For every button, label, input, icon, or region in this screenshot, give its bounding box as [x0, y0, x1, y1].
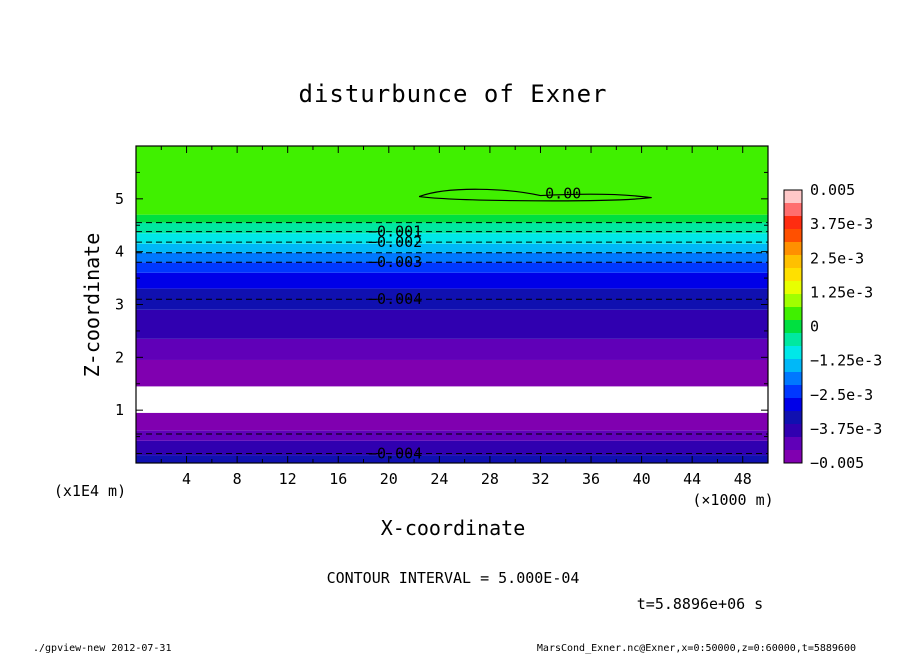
colorbar-label: −0.005	[810, 454, 864, 472]
colorbar-frame	[783, 189, 803, 464]
x-tick-label: 20	[380, 470, 398, 488]
x-tick-label: 12	[279, 470, 297, 488]
colorbar-swatch	[784, 359, 802, 373]
colorbar-swatch	[784, 281, 802, 295]
x-tick-label: 36	[582, 470, 600, 488]
contour-band	[136, 233, 768, 244]
x-tick-label: 32	[531, 470, 549, 488]
contour-band	[136, 243, 768, 253]
contour-fill	[136, 146, 768, 463]
colorbar-swatch	[784, 255, 802, 269]
x-unit-label: (×1000 m)	[692, 491, 773, 509]
colorbar-swatch	[784, 268, 802, 282]
colorbar-swatch	[784, 242, 802, 256]
zero-contour-label: 0.00	[545, 185, 581, 203]
y-axis-label: Z-coordinate	[80, 233, 104, 378]
chart-title: disturbunce of Exner	[299, 80, 608, 108]
contour-label: −0.003	[368, 253, 422, 271]
contour-label: −0.004	[368, 444, 422, 462]
colorbar-label: 0.005	[810, 181, 855, 199]
contour-band	[136, 386, 768, 413]
x-axis-label: X-coordinate	[381, 516, 526, 540]
x-tick-label: 16	[329, 470, 347, 488]
colorbar-swatch	[784, 216, 802, 230]
y-tick-label: 1	[115, 401, 124, 419]
contour-band	[136, 252, 768, 263]
colorbar-labels: 0.005 3.75e-3 2.5e-3 1.25e-3 0 −1.25e-3 −2.5e-…	[810, 181, 882, 472]
footer-left: ./gpview-new 2012-07-31	[33, 643, 171, 654]
colorbar	[783, 189, 803, 464]
colorbar-swatch	[784, 437, 802, 451]
colorbar-label: −2.5e-3	[810, 386, 873, 404]
time-text: t=5.8896e+06 s	[637, 595, 763, 613]
contour-label: −0.001	[368, 223, 422, 241]
x-tick-label: 28	[481, 470, 499, 488]
contour-band	[136, 430, 768, 441]
colorbar-swatch	[784, 372, 802, 386]
contour-band	[136, 359, 768, 387]
x-tick-label: 8	[233, 470, 242, 488]
colorbar-label: −1.25e-3	[810, 352, 882, 370]
colorbar-swatch	[784, 450, 802, 464]
contour-lines: −0.004 −0.004 −0.003 −0.002−0.001 0.00	[136, 185, 768, 462]
contour-band	[136, 412, 768, 431]
colorbar-swatch	[784, 424, 802, 438]
contour-band	[136, 262, 768, 273]
colorbar-swatch	[784, 307, 802, 321]
zero-contour	[418, 188, 652, 202]
contour-band	[136, 272, 768, 289]
contour-band	[136, 440, 768, 456]
colorbar-swatch	[784, 346, 802, 360]
x-tick-label: 4	[182, 470, 191, 488]
contour-band	[136, 338, 768, 360]
y-tick-label: 4	[115, 243, 124, 261]
contour-label: −0.004	[368, 290, 422, 308]
colorbar-swatch	[784, 411, 802, 425]
colorbar-label: 0	[810, 318, 819, 336]
x-tick-label: 40	[633, 470, 651, 488]
contour-band	[136, 146, 768, 215]
x-tick-labels: 4 8 12 16 20 24 28 32 36 40 44 48	[182, 470, 752, 488]
colorbar-swatch	[784, 190, 802, 204]
colorbar-swatch	[784, 229, 802, 243]
colorbar-label: 3.75e-3	[810, 215, 873, 233]
colorbar-label: 2.5e-3	[810, 249, 864, 267]
contour-band	[136, 455, 768, 463]
colorbar-swatch	[784, 320, 802, 334]
x-tick-label: 44	[683, 470, 701, 488]
colorbar-swatch	[784, 294, 802, 308]
contour-band	[136, 214, 768, 223]
colorbar-label: −3.75e-3	[810, 420, 882, 438]
footer-right: MarsCond_Exner.nc@Exner,x=0:50000,z=0:60…	[537, 643, 856, 654]
contour-label: −0.002	[368, 233, 422, 251]
colorbar-label: 1.25e-3	[810, 283, 873, 301]
contour-interval-text: CONTOUR INTERVAL = 5.000E-04	[327, 569, 580, 587]
x-tick-label: 24	[430, 470, 448, 488]
y-tick-label: 2	[115, 348, 124, 366]
contour-band	[136, 309, 768, 339]
axis-ticks	[136, 146, 768, 463]
y-tick-labels: 1 2 3 4 5	[115, 190, 124, 419]
y-tick-label: 3	[115, 296, 124, 314]
x-tick-label: 48	[734, 470, 752, 488]
colorbar-swatch	[784, 203, 802, 217]
contour-band	[136, 222, 768, 234]
colorbar-swatch	[784, 398, 802, 412]
colorbar-swatch	[784, 385, 802, 399]
y-tick-label: 5	[115, 190, 124, 208]
colorbar-swatch	[784, 333, 802, 347]
y-unit-label: (x1E4 m)	[54, 482, 126, 500]
